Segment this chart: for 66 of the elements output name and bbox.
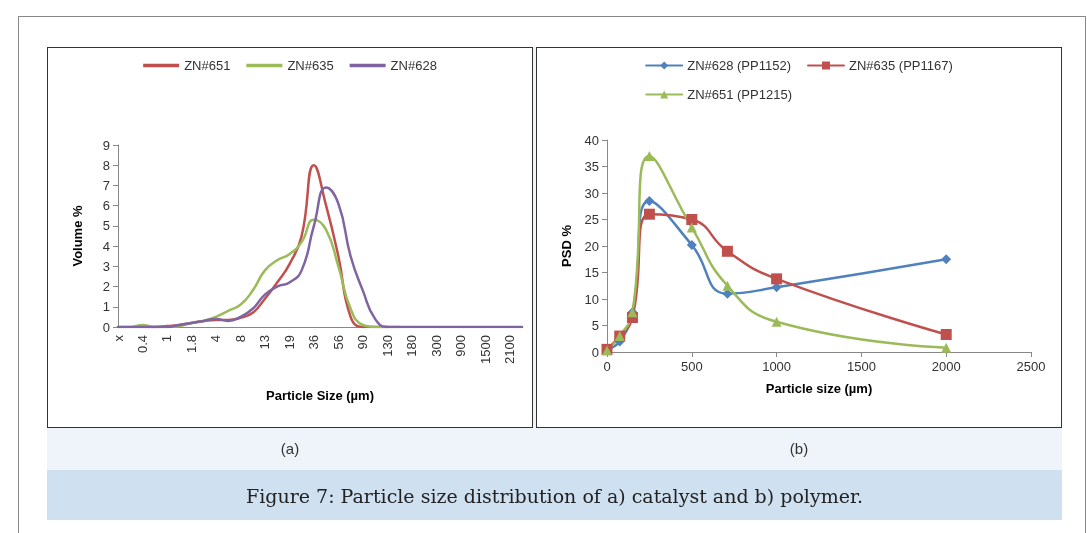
x-tick-label: 56 (330, 335, 346, 350)
x-tick-label: 1.8 (183, 335, 199, 354)
y-tick-label: 10 (584, 291, 599, 307)
y-tick-label: 7 (102, 177, 110, 193)
y-tick-label: 25 (584, 212, 599, 227)
y-tick-label: 9 (102, 137, 110, 153)
x-tick-label: 0 (603, 359, 611, 374)
point (771, 316, 782, 327)
point (941, 342, 952, 353)
y-tick-label: 40 (584, 132, 599, 148)
y-tick-label: 3 (102, 258, 110, 274)
x-tick-label: 8 (232, 335, 248, 343)
y-tick-label: 1 (102, 299, 110, 315)
point (941, 254, 952, 265)
text: (a) (279, 440, 301, 457)
y-tick-label: 5 (591, 318, 599, 333)
point (686, 222, 697, 233)
point (722, 280, 733, 291)
legend-label: ZN#635 (PP1167) (849, 58, 953, 73)
x-tick-label: 2100 (502, 335, 518, 364)
x-tick-label: 300 (428, 335, 444, 357)
x-tick-label: 2500 (1016, 359, 1046, 374)
x-tick-label: 36 (306, 335, 322, 350)
x-tick-label: 13 (257, 335, 273, 350)
legend-label: ZN#628 (PP1152) (687, 58, 792, 73)
caption: Figure 7: Particle size distribution of a) catalyst and b) polymer. (245, 485, 864, 507)
y-tick-label: 35 (584, 159, 599, 174)
text: (b) (788, 440, 810, 457)
x-axis-title: Particle size (µm) (765, 381, 873, 396)
x-tick-label: 4 (208, 335, 224, 343)
point (644, 195, 655, 206)
y-tick-label: 8 (102, 157, 110, 173)
x-tick-label: 900 (453, 335, 469, 357)
legend-label: ZN#635 (287, 58, 334, 73)
x-tick-label: 19 (281, 335, 297, 350)
point (686, 239, 697, 250)
point (771, 273, 783, 285)
y-tick-label: 15 (584, 265, 599, 280)
y-tick-label: 4 (102, 238, 110, 254)
x-tick-label: x (110, 334, 126, 342)
point (643, 208, 655, 220)
y-axis-title: Volume % (70, 204, 85, 267)
x-tick-label: 500 (680, 359, 703, 374)
y-axis-title: PSD % (559, 224, 574, 267)
x-tick-label: 1500 (477, 335, 493, 364)
x-tick-label: 180 (404, 335, 420, 357)
y-tick-label: 6 (102, 198, 110, 214)
point (940, 329, 952, 341)
point (721, 245, 733, 257)
y-tick-label: 20 (584, 238, 599, 254)
y-tick-label: 5 (102, 218, 110, 234)
x-tick-label: 1000 (762, 359, 792, 374)
legend-label: ZN#628 (390, 58, 437, 73)
x-tick-label: 1500 (846, 359, 876, 374)
x-tick-label: 90 (355, 335, 371, 350)
legend-label: ZN#651 (184, 58, 231, 73)
x-tick-label: 0.4 (134, 335, 150, 354)
point (644, 150, 655, 161)
x-axis-title: Particle Size (µm) (266, 388, 374, 403)
legend-label: ZN#651 (PP1215) (687, 87, 792, 102)
y-tick-label: 30 (584, 185, 599, 201)
x-tick-label: 2000 (931, 359, 961, 374)
x-tick-label: 130 (379, 335, 395, 357)
y-tick-label: 2 (102, 279, 110, 295)
x-tick-label: 1 (159, 335, 175, 343)
point (686, 214, 698, 225)
